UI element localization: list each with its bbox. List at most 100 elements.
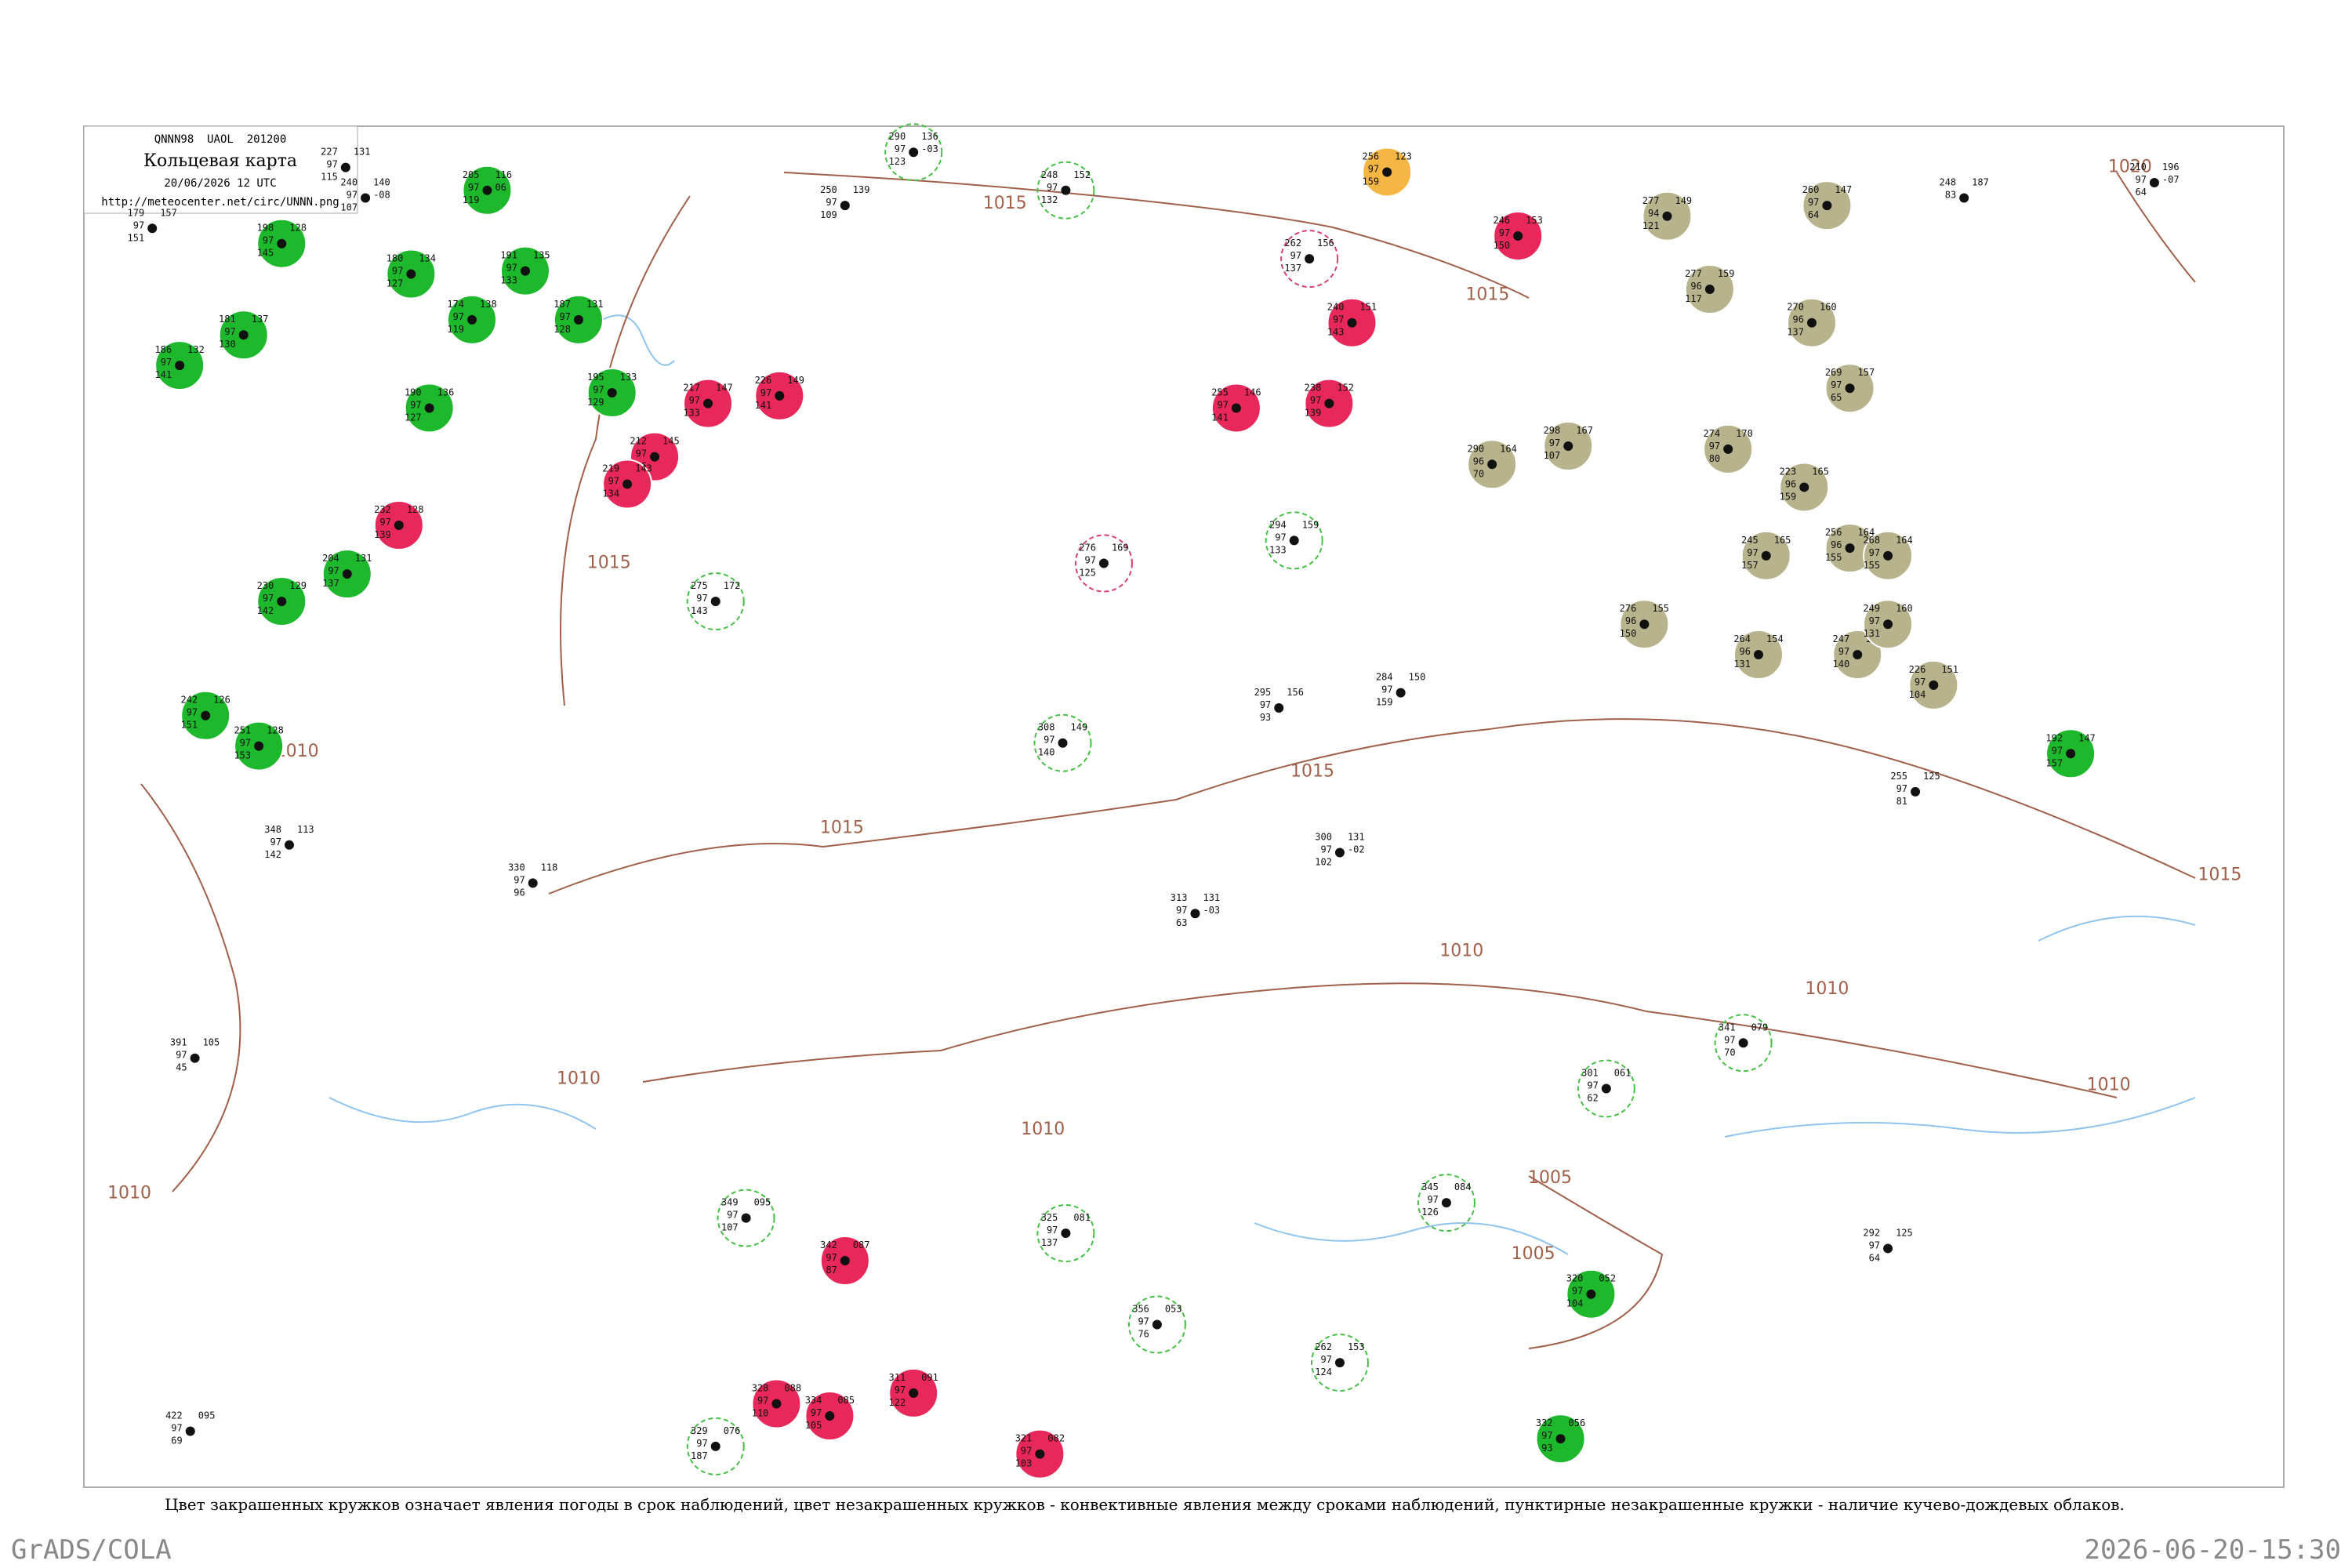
- station-left-value: 256: [1825, 527, 1842, 538]
- station-dot: [1883, 550, 1893, 561]
- station-dot: [1639, 619, 1650, 630]
- station-dot: [406, 269, 416, 279]
- station-left-value: 142: [264, 849, 281, 860]
- station-right-value: 159: [1302, 519, 1319, 530]
- station-left-value: 96: [1625, 615, 1636, 626]
- station-left-value: 142: [257, 605, 274, 616]
- station-left-value: 97: [895, 1385, 906, 1396]
- station: 290 96 70 164: [1467, 439, 1518, 490]
- cb-ring: [1714, 1014, 1773, 1073]
- station-right-value: 151: [1941, 664, 1958, 675]
- station-left-value: 97: [1310, 395, 1321, 406]
- station-left-value: 139: [1305, 408, 1322, 419]
- station-left-value: 248: [1041, 169, 1058, 180]
- station-left-value: 127: [405, 412, 422, 423]
- station-dot: [190, 1053, 200, 1063]
- station-right-value: 095: [198, 1410, 216, 1421]
- station-right-value: 156: [1287, 687, 1304, 698]
- station-left-value: 300: [1315, 832, 1332, 843]
- station-left-value: 97: [1915, 677, 1926, 688]
- station-right-value: 084: [1454, 1181, 1472, 1192]
- station-left-value: 97: [689, 395, 700, 406]
- station-left-value: 150: [1493, 240, 1510, 251]
- station-right-value: 118: [541, 862, 558, 873]
- station-left-value: 290: [889, 131, 906, 142]
- cb-ring: [1577, 1059, 1635, 1118]
- station-right-value: 170: [1736, 428, 1753, 439]
- station-left-value: 94: [1648, 208, 1659, 219]
- station-left-value: 157: [1741, 560, 1759, 571]
- station-left-value: 268: [1863, 535, 1880, 546]
- station-left-value: 97: [1869, 615, 1880, 626]
- station-left-value: 179: [128, 207, 145, 218]
- station-left-value: 115: [321, 172, 338, 183]
- station-left-value: 96: [1831, 539, 1842, 550]
- station-dot: [840, 1255, 850, 1265]
- station-left-value: 62: [1587, 1093, 1598, 1104]
- station-left-value: 103: [1015, 1458, 1033, 1469]
- station-dot: [2066, 749, 2076, 759]
- station-left-value: 341: [1719, 1022, 1736, 1033]
- station-left-value: 127: [387, 278, 404, 289]
- station-right-value: 131: [355, 553, 372, 564]
- station-left-value: 151: [180, 720, 198, 731]
- station-left-value: 97: [1260, 699, 1271, 710]
- station-left-value: 190: [405, 387, 422, 397]
- station-left-value: 123: [889, 156, 906, 167]
- station-right-value: -08: [373, 189, 390, 200]
- station-left-value: 290: [1467, 443, 1484, 454]
- station-right-value: 116: [495, 169, 512, 180]
- station-dot: [909, 147, 919, 158]
- station-right-value: 091: [921, 1372, 938, 1383]
- station-left-value: 264: [1733, 633, 1751, 644]
- station-left-value: 181: [219, 314, 236, 325]
- station-left-value: 97: [727, 1210, 738, 1221]
- station-dot: [467, 314, 477, 325]
- station-left-value: 248: [1939, 176, 1956, 187]
- station-dot: [394, 520, 404, 530]
- station: 264 96 131 154: [1733, 630, 1784, 681]
- station-left-value: 349: [721, 1197, 739, 1208]
- station-left-value: 97: [593, 384, 604, 395]
- station-dot: [342, 569, 352, 579]
- station-left-value: 97: [392, 266, 403, 277]
- station-left-value: 238: [1305, 383, 1322, 394]
- station-left-value: 141: [1211, 412, 1229, 423]
- station-left-value: 107: [340, 201, 358, 212]
- station-left-value: 97: [1333, 314, 1344, 325]
- station-left-value: 145: [257, 248, 274, 259]
- station-left-value: 159: [1376, 697, 1393, 708]
- station-right-value: 159: [1718, 268, 1735, 279]
- cb-ring: [1036, 161, 1095, 220]
- station-left-value: 133: [683, 408, 700, 419]
- station-left-value: 356: [1132, 1304, 1149, 1315]
- station-right-value: 187: [1972, 176, 1989, 187]
- station-left-value: 276: [1079, 543, 1096, 554]
- station-dot: [1911, 786, 1921, 797]
- station-right-value: 156: [1317, 238, 1334, 249]
- station-right-value: 137: [252, 314, 269, 325]
- station-left-value: 422: [165, 1410, 183, 1421]
- station-left-value: 124: [1315, 1367, 1332, 1377]
- station-left-value: 345: [1421, 1181, 1439, 1192]
- station-right-value: 152: [1073, 169, 1091, 180]
- station-left-value: 240: [340, 176, 358, 187]
- station-dot: [1231, 403, 1241, 413]
- station-left-value: 121: [1642, 220, 1660, 231]
- station-left-value: 155: [1825, 552, 1842, 563]
- station-left-value: 159: [1362, 176, 1379, 187]
- station-left-value: 195: [587, 372, 604, 383]
- station-left-value: 117: [1685, 293, 1702, 304]
- station-left-value: 205: [463, 169, 480, 180]
- station-left-value: 97: [1321, 1354, 1332, 1365]
- station-left-value: 328: [752, 1383, 769, 1394]
